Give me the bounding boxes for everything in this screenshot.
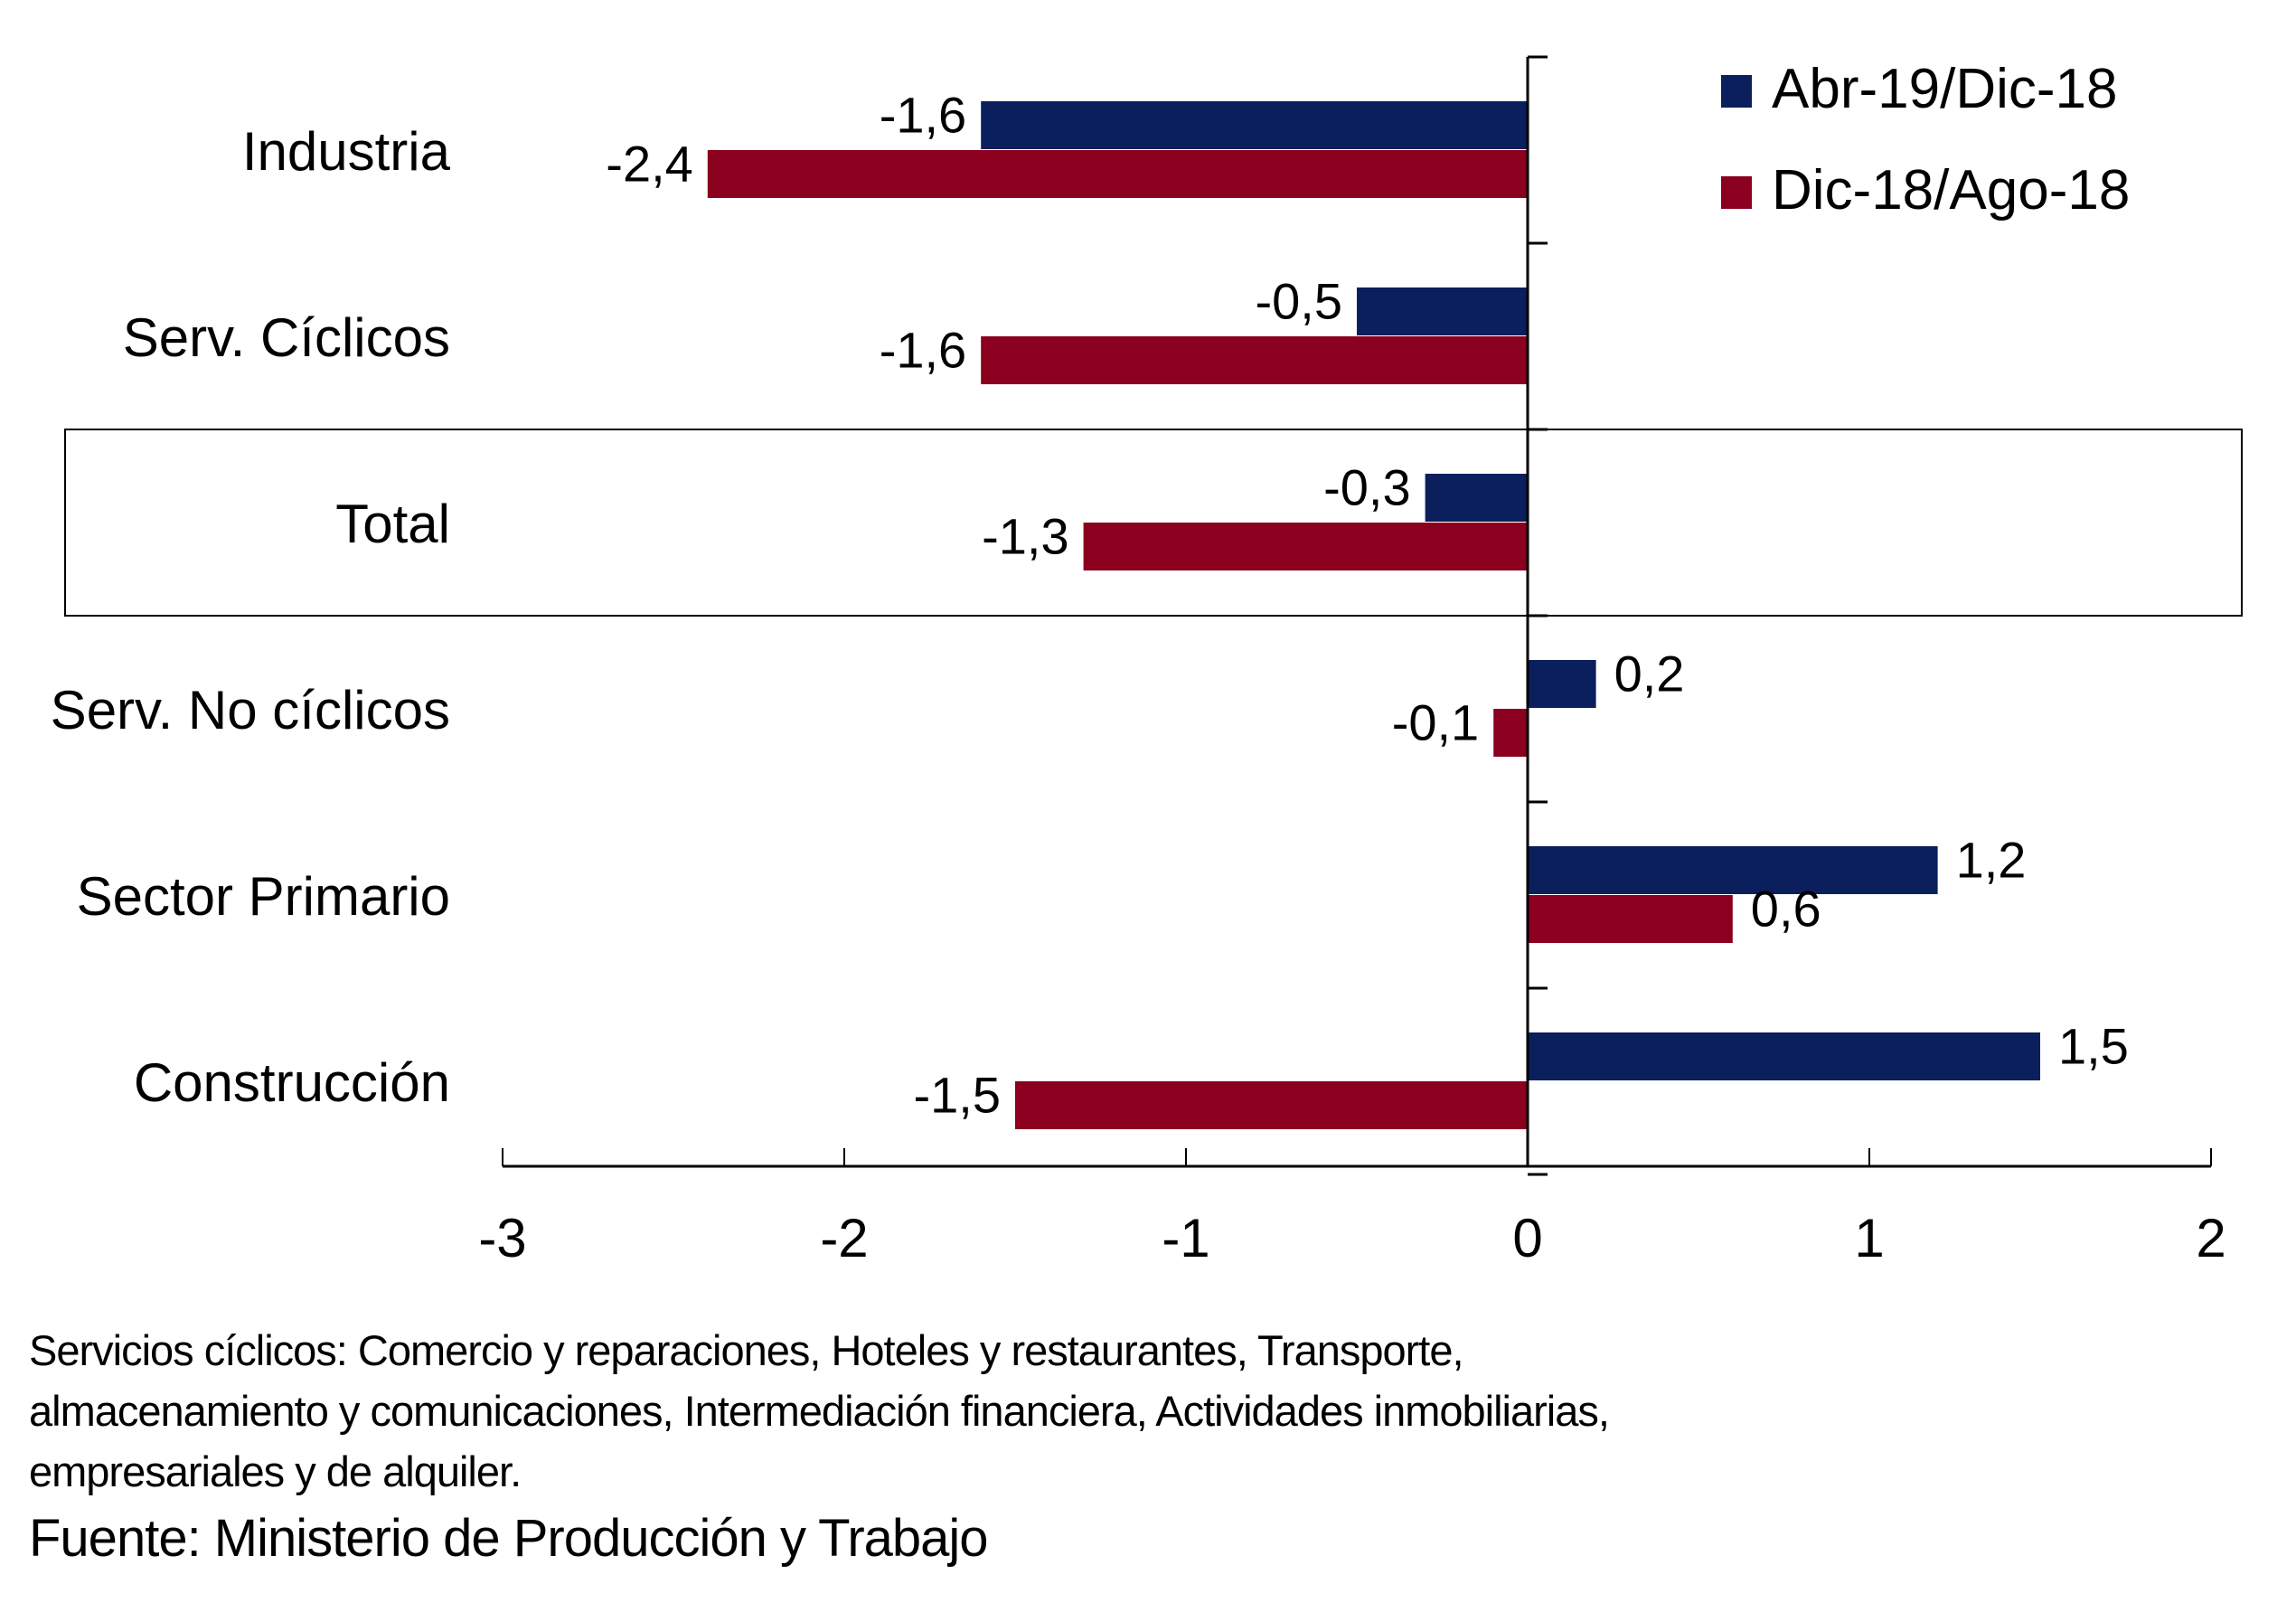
x-tick-label: -1 — [1162, 1208, 1209, 1268]
category-label: Serv. Cíclicos — [123, 307, 450, 368]
data-label: 0,6 — [1751, 881, 1821, 938]
x-tick-label: -2 — [820, 1208, 868, 1268]
data-label: -0,1 — [1392, 694, 1480, 751]
highlight-box — [64, 429, 2243, 617]
bar-abr19-dic18 — [1528, 660, 1596, 708]
data-label: -1,6 — [880, 322, 967, 379]
footnote-line-2: almacenamiento y comunicaciones, Interme… — [29, 1387, 1610, 1435]
x-tick-label: 0 — [1512, 1208, 1542, 1268]
data-label: -0,5 — [1256, 273, 1343, 330]
bar-chart: Industria -1,6 -2,4 Serv. Cíclicos -0,5 -1,6 T… — [51, 55, 2243, 1268]
footnote-line-3: empresariales y de alquiler. — [29, 1447, 522, 1495]
bar-dic18-ago18 — [707, 150, 1528, 198]
footnote-line-1: Servicios cíclicos: Comercio y reparacio… — [29, 1326, 1464, 1374]
legend-label: Dic-18/Ago-18 — [1772, 159, 2130, 222]
bar-dic18-ago18 — [981, 336, 1528, 384]
data-label: -2,4 — [606, 136, 693, 193]
category-label: Construcción — [134, 1052, 450, 1113]
bar-dic18-ago18 — [1083, 523, 1528, 570]
source-note: Fuente: Ministerio de Producción y Traba… — [29, 1509, 989, 1568]
x-tick-label: 2 — [2196, 1208, 2225, 1268]
bar-abr19-dic18 — [1425, 474, 1528, 522]
x-tick-label: -3 — [478, 1208, 526, 1268]
data-label: 1,2 — [1956, 832, 2027, 889]
bar-dic18-ago18 — [1528, 895, 1733, 943]
data-label: 0,2 — [1614, 646, 1685, 702]
data-label: -1,3 — [982, 508, 1069, 565]
bar-abr19-dic18 — [1528, 846, 1938, 894]
data-label: -1,5 — [914, 1067, 1002, 1124]
legend-swatch — [1721, 176, 1752, 209]
data-label: -1,6 — [880, 87, 967, 144]
category-label: Total — [335, 494, 450, 554]
bar-dic18-ago18 — [1493, 709, 1528, 757]
legend-label: Abr-19/Dic-18 — [1772, 58, 2117, 120]
category-label: Sector Primario — [77, 866, 450, 927]
x-tick-label: 1 — [1854, 1208, 1884, 1268]
category-label: Industria — [242, 121, 451, 182]
data-label: -0,3 — [1323, 459, 1411, 516]
bar-abr19-dic18 — [981, 101, 1528, 149]
bar-dic18-ago18 — [1015, 1081, 1528, 1129]
bar-abr19-dic18 — [1357, 288, 1528, 335]
legend-swatch — [1721, 75, 1752, 108]
data-label: 1,5 — [2058, 1018, 2129, 1075]
category-label: Serv. No cíclicos — [51, 680, 450, 740]
bar-abr19-dic18 — [1528, 1032, 2040, 1080]
